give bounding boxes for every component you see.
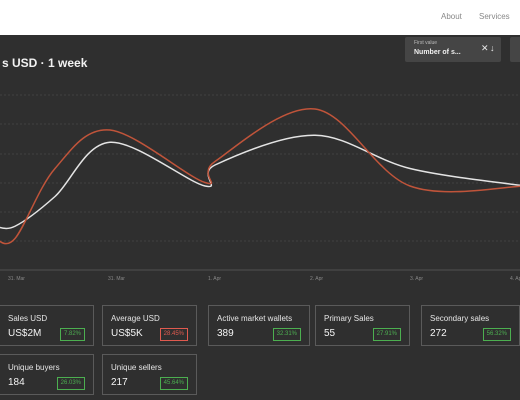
x-tick-label: 1. Apr: [208, 276, 221, 282]
metric-label: Active market wallets: [217, 314, 293, 323]
metric-label: Unique buyers: [8, 363, 60, 372]
first-value-selector[interactable]: First value Number of s...: [405, 37, 501, 62]
metric-label: Average USD: [111, 314, 160, 323]
metric-label: Sales USD: [8, 314, 48, 323]
selector-value: Number of s...: [414, 49, 461, 56]
close-icon[interactable]: ✕: [481, 43, 489, 53]
x-tick-label: 31. Mar: [8, 276, 25, 282]
metric-card-unique-sellers: Unique sellers 217 45.64%: [102, 354, 197, 395]
metric-value: US$5K: [111, 328, 143, 339]
metric-value: US$2M: [8, 328, 42, 339]
metric-change-badge: 26.03%: [56, 377, 85, 390]
metric-card-active-market-wallets: Active market wallets 389 32.31%: [208, 305, 310, 346]
metric-value: 184: [8, 377, 25, 388]
metric-change-badge: 7.82%: [59, 328, 85, 341]
metric-card-sales-usd: Sales USD US$2M 7.82%: [0, 305, 94, 346]
metric-card-unique-buyers: Unique buyers 184 26.03%: [0, 354, 94, 395]
series-line-1: [0, 134, 520, 230]
x-tick-label: 2. Apr: [310, 276, 323, 282]
x-tick-label: 31. Mar: [108, 276, 125, 282]
metric-value: 55: [324, 328, 336, 339]
metric-label: Primary Sales: [324, 314, 374, 323]
nav-link-services[interactable]: Services: [479, 12, 510, 21]
selector-label: First value: [414, 40, 438, 46]
x-tick-label: 4. Apr: [510, 276, 520, 282]
arrow-down-icon[interactable]: ↓: [490, 43, 495, 53]
metric-change-badge: 32.31%: [272, 328, 301, 341]
x-tick-label: 3. Apr: [410, 276, 423, 282]
series-line-2: [0, 108, 520, 245]
second-value-selector[interactable]: [510, 37, 520, 62]
metric-label: Secondary sales: [430, 314, 490, 323]
metric-card-average-usd: Average USD US$5K 28.45%: [102, 305, 197, 346]
nav-link-about[interactable]: About: [441, 12, 462, 21]
line-chart: 31. Mar 31. Mar 1. Apr 2. Apr 3. Apr 4. Apr: [0, 94, 520, 282]
top-navigation-bar: About Services: [0, 0, 520, 36]
metric-value: 217: [111, 377, 128, 388]
metric-card-secondary-sales: Secondary sales 272 56.32%: [421, 305, 520, 346]
metric-card-primary-sales: Primary Sales 55 27.91%: [315, 305, 410, 346]
metric-value: 389: [217, 328, 234, 339]
metric-change-badge: 27.91%: [372, 328, 401, 341]
metric-change-badge: 45.64%: [159, 377, 188, 390]
metric-value: 272: [430, 328, 447, 339]
metric-change-badge: 28.45%: [159, 328, 188, 341]
chart-title: s USD · 1 week: [2, 56, 88, 70]
metric-label: Unique sellers: [111, 363, 162, 372]
metric-change-badge: 56.32%: [482, 328, 511, 341]
